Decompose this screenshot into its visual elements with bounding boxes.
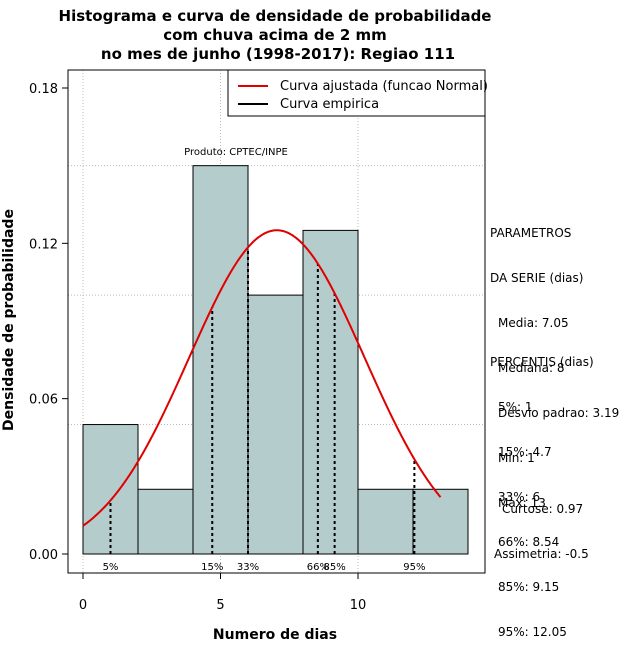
product-annotation: Produto: CPTEC/INPE: [184, 147, 288, 158]
histogram-bar-2: [192, 165, 249, 555]
legend-label-fitted: Curva ajustada (funcao Normal): [280, 79, 488, 94]
percentile-label-0: 5%: [103, 562, 119, 573]
pct-15: 15%: 4.7: [498, 445, 552, 459]
assimetria-value: Assimetria: -0.5: [494, 547, 589, 561]
title-line-3: no mes de junho (1998-2017): Regiao 111: [101, 45, 455, 63]
x-tick-label-2: 10: [350, 598, 367, 613]
histogram-bar-1: [137, 488, 194, 555]
normal-curve: [82, 229, 442, 527]
y-tick-label-0: 0.00: [29, 548, 58, 563]
percentiles-heading: PERCENTIS (dias): [490, 355, 594, 369]
x-axis-label: Numero de dias: [213, 627, 337, 643]
histogram-bar-6: [412, 488, 469, 555]
x-tick-label-1: 5: [216, 598, 224, 613]
percentile-label-4: 85%: [324, 562, 346, 573]
percentile-label-2: 33%: [237, 562, 259, 573]
pct-5: 5%: 1: [498, 400, 533, 414]
title-line-1: Histograma e curva de densidade de proba…: [59, 7, 492, 25]
y-tick-label-1: 0.06: [29, 393, 58, 408]
pct-33: 33%: 6: [498, 490, 541, 504]
percentile-label-1: 15%: [201, 562, 223, 573]
curtose-value: Curtose: 0.97: [502, 502, 584, 516]
percentile-label-5: 95%: [403, 562, 425, 573]
shape-panel: Curtose: 0.97 Assimetria: -0.5: [490, 472, 589, 577]
chart-title: Histograma e curva de densidade de proba…: [59, 7, 492, 63]
percentiles-panel: PERCENTIS (dias) 5%: 1 15%: 4.7 33%: 6 6…: [490, 325, 594, 655]
param-media: Media: 7.05: [498, 316, 569, 330]
legend: Curva ajustada (funcao Normal) Curva emp…: [227, 69, 488, 117]
axes: 0 5 10 0.00 0.06 0.12 0.18: [29, 82, 366, 613]
title-line-2: com chuva acima de 2 mm: [163, 26, 387, 44]
param-mediana: Mediana: 8: [498, 361, 565, 375]
param-desvio: Desvio padrao: 3.19: [498, 406, 620, 420]
parameters-panel: PARAMETROS DA SERIE (dias) Media: 7.05 M…: [490, 196, 619, 526]
y-axis-label: Densidade de probabilidade: [1, 209, 17, 431]
normal-curve-layer: [82, 229, 442, 527]
y-tick-label-3: 0.18: [29, 82, 58, 97]
y-tick-label-2: 0.12: [29, 237, 58, 252]
param-min: Min: 1: [498, 451, 535, 465]
histogram-bar-3: [247, 294, 304, 555]
param-max: Max: 13: [498, 496, 546, 510]
histogram-bar-5: [357, 488, 414, 555]
histogram-bar-4: [302, 229, 359, 555]
pct-95: 95%: 12.05: [498, 625, 567, 639]
parameters-heading-2: DA SERIE (dias): [490, 271, 584, 285]
pct-66: 66%: 8.54: [498, 535, 560, 549]
legend-box: [227, 69, 486, 117]
percentile-label-3: 66%: [307, 562, 329, 573]
pct-85: 85%: 9.15: [498, 580, 560, 594]
legend-label-empirical: Curva empirica: [280, 97, 379, 112]
histogram-bars: [82, 165, 469, 555]
parameters-heading-1: PARAMETROS: [490, 226, 572, 240]
x-tick-label-0: 0: [79, 598, 87, 613]
percentile-lines: 5% 15% 33% 66%85% 95%: [103, 247, 425, 573]
